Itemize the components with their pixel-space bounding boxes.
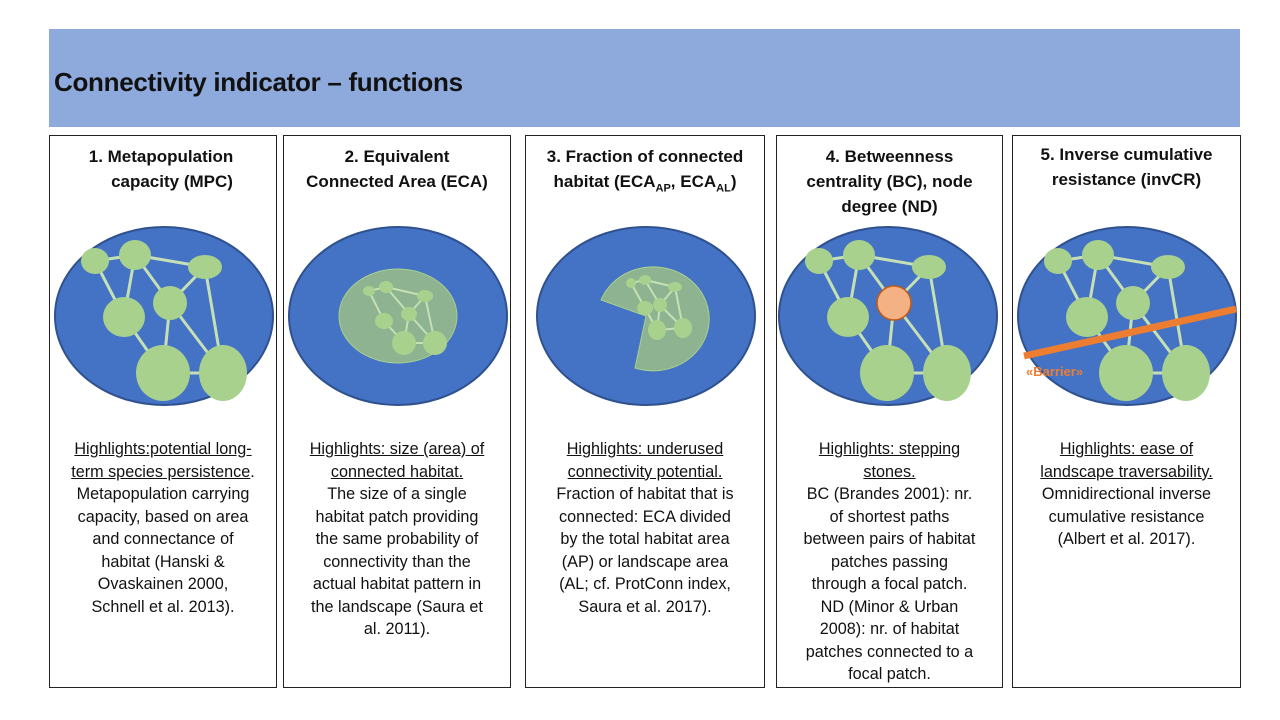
highlight-line: Highlights: size (area) of	[309, 440, 485, 458]
body-line: al. 2011).	[363, 620, 431, 638]
body-line: connected: ECA divided	[559, 507, 731, 526]
body-line: between pairs of habitat	[803, 530, 976, 548]
panel-mpc: 1. Metapopulation capacity (MPC)	[49, 135, 277, 688]
highlight-line: Highlights: underused	[566, 440, 724, 458]
body-line: by the total habitat area	[560, 530, 730, 548]
title-line: 2. Equivalent	[344, 147, 450, 166]
highlight-line: Highlights: stepping	[818, 440, 961, 458]
title-line: 4. Betweenness	[825, 147, 954, 166]
body-line: The size of a single	[327, 485, 467, 503]
title-line: degree (ND)	[841, 197, 938, 216]
body-line: capacity, based on area	[77, 507, 249, 526]
body-line: habitat (Hanski &	[101, 552, 225, 571]
title-line-formula: habitat (ECAAP, ECAAL)	[526, 169, 764, 201]
title-line: 3. Fraction of connected	[546, 147, 744, 166]
panel-description: Highlights: size (area) of connected hab…	[288, 438, 506, 641]
body-line: the same probability of	[315, 530, 479, 548]
subscript: AP	[655, 182, 671, 195]
betweenness-network-diagram	[778, 226, 998, 406]
mpc-network-diagram	[54, 226, 274, 406]
body-line: through a focal patch.	[811, 575, 968, 593]
highlight-text: Highlights:potential long- term species …	[54, 438, 272, 481]
body-line: BC (Brandes 2001): nr.	[806, 485, 973, 503]
body-line: patches passing	[831, 552, 948, 571]
barrier-line	[1023, 305, 1237, 360]
habitat-patches	[626, 275, 692, 340]
body-line: the landscape (Saura et	[311, 597, 483, 616]
title-line: centrality (BC), node	[806, 172, 973, 191]
title-text: )	[730, 172, 737, 191]
panel-description: Highlights: ease of landscape traversabi…	[1017, 438, 1236, 551]
title-text: habitat (ECA	[553, 172, 656, 191]
highlight-line: Highlights: ease of	[1059, 440, 1194, 458]
body-line: and connectance of	[92, 530, 234, 548]
body-line: (AL; cf. ProtConn index,	[559, 575, 731, 593]
title-line: Connected Area (ECA)	[306, 172, 488, 191]
panel-inverse-resistance: 5. Inverse cumulative resistance (invCR)	[1012, 135, 1241, 688]
eca-diagram	[288, 226, 508, 406]
highlight-line: stones.	[863, 462, 916, 481]
panel-betweenness: 4. Betweenness centrality (BC), node deg…	[776, 135, 1003, 688]
header-bar: Connectivity indicator – functions	[49, 29, 1240, 127]
body-line: Omnidirectional inverse	[1041, 485, 1212, 503]
title-line: 5. Inverse cumulative	[1040, 145, 1213, 164]
panel-eca: 2. Equivalent Connected Area (ECA)	[283, 135, 511, 688]
body-line: ND (Minor & Urban	[820, 597, 959, 616]
body-line: Ovaskainen 2000,	[97, 575, 229, 593]
panel-description: Highlights: stepping stones. BC (Brandes…	[781, 438, 998, 686]
page-title: Connectivity indicator – functions	[54, 67, 463, 97]
focal-patch	[876, 285, 912, 321]
body-line: Fraction of habitat that is	[556, 485, 734, 503]
body-line: habitat patch providing	[315, 507, 479, 526]
body-line: focal patch.	[848, 665, 931, 683]
body-line: Schnell et al. 2013).	[91, 597, 235, 616]
highlight-tail: .	[250, 462, 255, 481]
fraction-diagram	[536, 226, 756, 406]
title-text: , ECA	[670, 172, 717, 191]
panel-title: 3. Fraction of connected habitat (ECAAP,…	[526, 144, 764, 201]
habitat-patches	[81, 240, 247, 401]
body-line: patches connected to a	[805, 642, 974, 661]
panel-fraction-connected: 3. Fraction of connected habitat (ECAAP,…	[525, 135, 765, 688]
panel-title: 4. Betweenness centrality (BC), node deg…	[777, 144, 1002, 219]
body-line: Metapopulation carrying	[76, 485, 250, 503]
highlight-line: landscape traversability.	[1040, 462, 1213, 481]
panel-description: Highlights: underused connectivity poten…	[530, 438, 760, 618]
habitat-patches	[805, 240, 971, 401]
title-line: 1. Metapopulation	[88, 147, 234, 166]
panel-title: 5. Inverse cumulative resistance (invCR)	[1013, 142, 1240, 192]
highlight-line: term species persistence	[71, 462, 251, 481]
panel-title: 1. Metapopulation capacity (MPC)	[50, 144, 276, 194]
title-line: resistance (invCR)	[1051, 170, 1202, 189]
title-line: capacity (MPC)	[111, 172, 233, 191]
highlight-line: Highlights:potential long-	[74, 440, 252, 458]
body-line: of shortest paths	[829, 507, 950, 526]
habitat-patches	[363, 281, 447, 355]
body-line: (Albert et al. 2017).	[1057, 530, 1196, 548]
body-line: cumulative resistance	[1048, 507, 1205, 526]
panel-title: 2. Equivalent Connected Area (ECA)	[284, 144, 510, 194]
body-line: Saura et al. 2017).	[578, 597, 712, 616]
highlight-line: connected habitat.	[330, 462, 464, 481]
body-line: connectivity than the	[323, 552, 471, 571]
body-line: (AP) or landscape area	[561, 552, 729, 571]
highlight-line-2: term species persistence.	[71, 463, 255, 481]
barrier-label: «Barrier»	[1026, 364, 1083, 379]
habitat-patches	[1044, 240, 1210, 401]
panel-description: Highlights:potential long- term species …	[54, 438, 272, 618]
connected-fraction-pie	[600, 266, 710, 372]
subscript: AL	[716, 182, 731, 195]
resistance-network-diagram: «Barrier»	[1017, 226, 1237, 406]
highlight-line: connectivity potential.	[567, 462, 723, 481]
body-line: 2008): nr. of habitat	[819, 620, 960, 638]
body-line: actual habitat pattern in	[312, 575, 482, 593]
